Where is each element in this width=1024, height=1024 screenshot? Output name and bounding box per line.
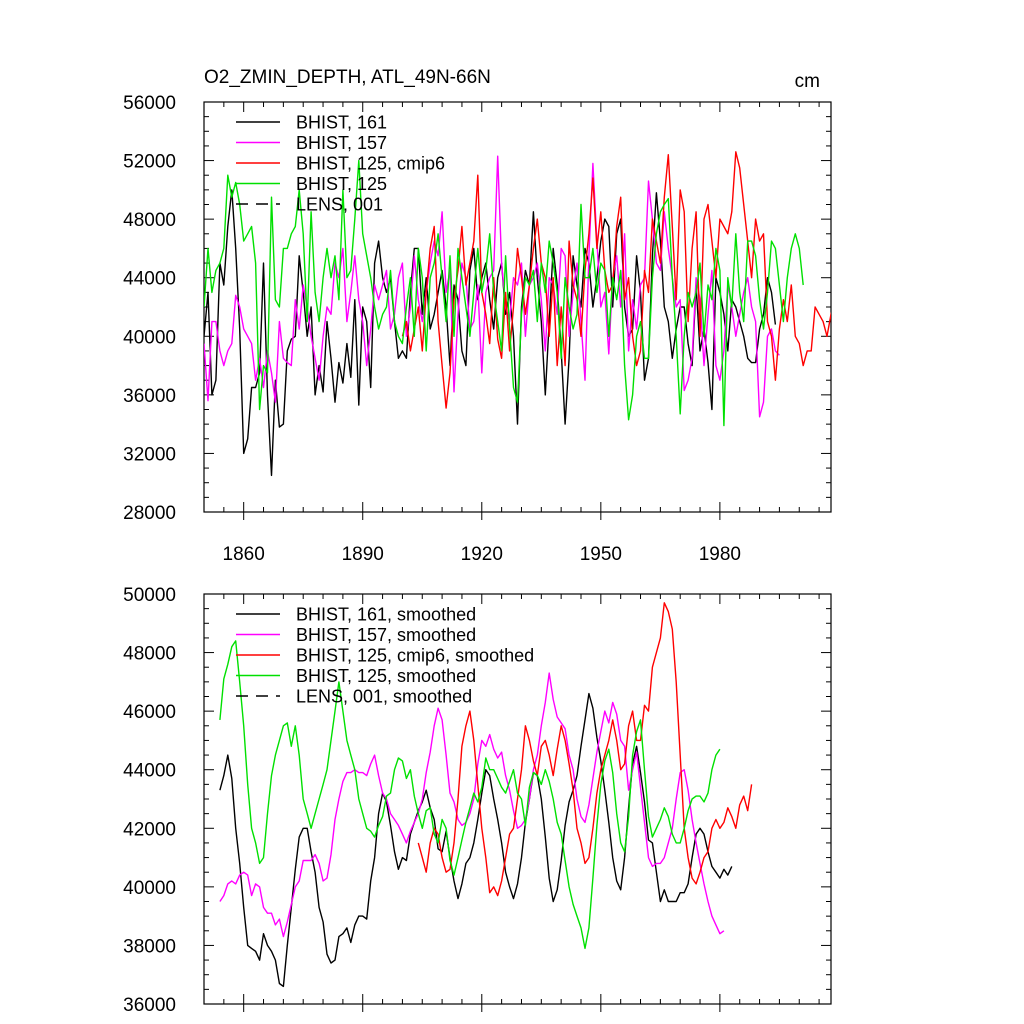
top-xtick-label: 1920 (461, 544, 503, 565)
top-legend-label-0: BHIST, 161 (296, 113, 387, 133)
bottom-series-line-2 (417, 602, 753, 897)
bottom-series-group (219, 602, 753, 988)
bottom-ytick-label: 48000 (123, 644, 176, 665)
bottom-series-line-3 (219, 640, 721, 950)
bottom-panel: 36000 38000 40000 42000 44000 46000 48000 50000… (123, 585, 832, 1016)
bottom-series-line-1 (219, 672, 725, 938)
top-series-line-1 (204, 155, 780, 418)
top-xtick-label: 1890 (342, 544, 384, 565)
bottom-series-line-0 (219, 692, 733, 988)
top-legend-label-3: BHIST, 125 (296, 174, 387, 194)
top-legend-label-4: LENS, 001 (296, 195, 383, 215)
top-units: cm (795, 71, 820, 92)
top-ytick-label: 48000 (123, 210, 176, 231)
bottom-ytick-label: 42000 (123, 819, 176, 840)
top-panel: O2_ZMIN_DEPTH, ATL_49N-66N cm 28000 32000… (123, 67, 832, 565)
bottom-legend-label-0: BHIST, 161, smoothed (296, 605, 476, 625)
top-xtick-label: 1860 (223, 544, 265, 565)
bottom-legend-label-1: BHIST, 157, smoothed (296, 625, 476, 645)
top-ytick-label: 44000 (123, 269, 176, 290)
top-ytick-label: 36000 (123, 386, 176, 407)
top-title: O2_ZMIN_DEPTH, ATL_49N-66N (204, 67, 491, 88)
top-legend-label-2: BHIST, 125, cmip6 (296, 154, 445, 174)
bottom-ytick-label: 40000 (123, 878, 176, 899)
top-ytick-label: 28000 (123, 503, 176, 524)
top-ytick-label: 52000 (123, 152, 176, 173)
top-series-line-2 (401, 151, 831, 409)
bottom-legend-label-2: BHIST, 125, cmip6, smoothed (296, 646, 534, 666)
top-xtick-label: 1980 (699, 544, 741, 565)
bottom-legend-label-3: BHIST, 125, smoothed (296, 666, 476, 686)
top-ytick-label: 56000 (123, 93, 176, 114)
top-xtick-label: 1950 (580, 544, 622, 565)
bottom-ytick-label: 38000 (123, 936, 176, 957)
top-series-group (204, 151, 831, 477)
bottom-ytick-label: 44000 (123, 761, 176, 782)
top-legend-label-1: BHIST, 157 (296, 133, 387, 153)
bottom-ytick-label: 50000 (123, 585, 176, 606)
top-ytick-label: 40000 (123, 327, 176, 348)
top-series-line-3 (204, 159, 804, 427)
bottom-legend-label-4: LENS, 001, smoothed (296, 687, 472, 707)
bottom-ytick-label: 36000 (123, 995, 176, 1016)
top-ytick-label: 32000 (123, 444, 176, 465)
bottom-ytick-label: 46000 (123, 702, 176, 723)
